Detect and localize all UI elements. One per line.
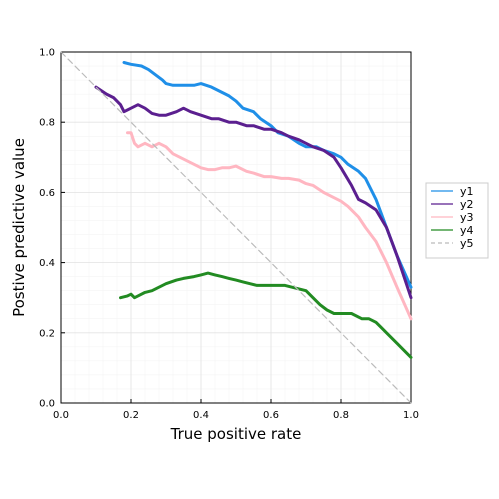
series-line-y1 — [122, 61, 413, 289]
y-tick-label: 1.0 — [39, 48, 55, 59]
x-tick-label: 0.8 — [333, 410, 349, 421]
legend-label-y1: y1 — [460, 185, 474, 198]
x-tick-label: 0.6 — [263, 410, 279, 421]
x-tick-label: 0.2 — [123, 410, 139, 421]
ticks: 0.0 0.2 0.4 0.6 0.8 1.0 0.0 0.2 0.4 0.6 0.8 1.0 — [39, 48, 419, 422]
y-axis-title: Postive predictive value — [10, 138, 28, 317]
series — [60, 51, 413, 404]
x-axis-title: True positive rate — [170, 425, 302, 443]
x-tick-label: 0.0 — [53, 410, 69, 421]
plot-frame — [60, 51, 412, 404]
series-line-y5 — [60, 51, 412, 404]
series-line-y2 — [94, 85, 413, 300]
y-tick-label: 0.6 — [39, 188, 55, 199]
y-tick-label: 0.2 — [39, 328, 55, 339]
grid — [60, 51, 412, 404]
y-tick-label: 0.8 — [39, 118, 55, 129]
legend-label-y5: y5 — [460, 237, 474, 250]
series-line-y4 — [119, 271, 413, 359]
y-tick-label: 0.0 — [39, 399, 55, 410]
y-tick-label: 0.4 — [39, 258, 55, 269]
legend-box — [425, 182, 489, 259]
series-line-y3 — [126, 131, 413, 321]
x-tick-label: 0.4 — [193, 410, 209, 421]
legend-label-y4: y4 — [460, 224, 474, 237]
x-tick-label: 1.0 — [403, 410, 419, 421]
legend-label-y3: y3 — [460, 211, 474, 224]
legend-label-y2: y2 — [460, 198, 474, 211]
